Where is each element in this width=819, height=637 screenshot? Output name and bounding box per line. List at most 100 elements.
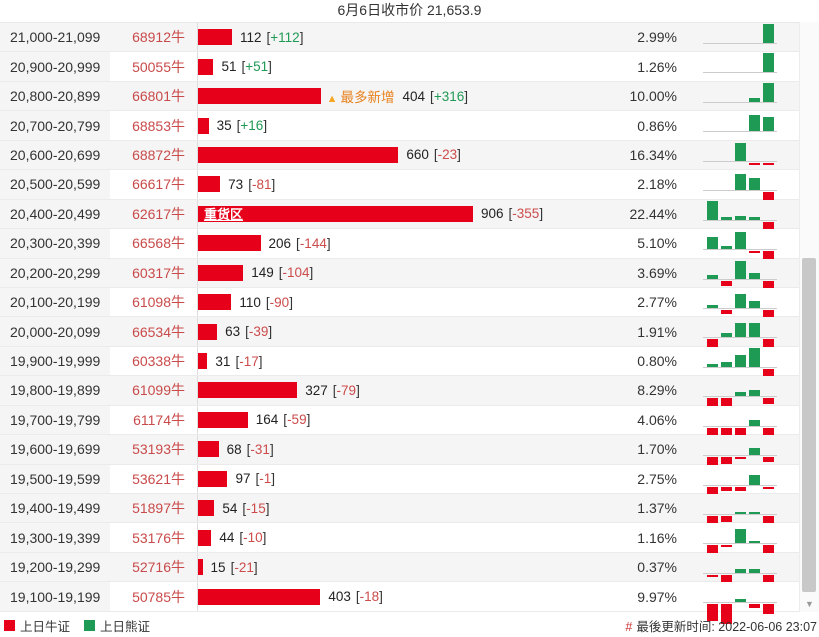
legend-bull-label: 上日牛证: [20, 620, 71, 634]
spark-bull-bar: [763, 53, 774, 73]
percent: 8.29%: [637, 382, 677, 399]
spark-bear-bar: [721, 427, 732, 438]
price-range: 19,500-19,599: [0, 464, 110, 493]
spark-bull-bar: [763, 24, 774, 43]
legend-bear-label: 上日熊证: [100, 620, 151, 634]
sparkline: [677, 406, 800, 442]
bar-value: 403: [328, 589, 351, 605]
bull-count: 60317牛: [132, 264, 185, 281]
spark-bull-bar: [707, 363, 718, 367]
sparkline-baseline: [703, 390, 777, 419]
hash-marker: #: [625, 620, 633, 634]
table-row: 20,500-20,599 66617牛 73 [-81] 2.18%: [0, 170, 800, 207]
spark-bear-bar: [721, 486, 732, 491]
bar-change: -59: [287, 412, 307, 428]
sparkline: [677, 523, 800, 566]
bar-change: +112: [270, 29, 300, 45]
spark-bull-bar: [749, 97, 760, 102]
spark-bear-bar: [763, 192, 774, 207]
spark-bull-bar: [735, 599, 746, 603]
bar-cell: 重货区 906 [-355]: [197, 199, 597, 229]
table-row: 19,600-19,699 53193牛 68 [-31] 1.70%: [0, 435, 800, 478]
percent: 1.91%: [637, 323, 677, 340]
percent: 0.37%: [637, 559, 677, 576]
bar-change: -104: [282, 265, 310, 281]
sparkline: [677, 200, 800, 232]
spark-bull-bar: [749, 323, 760, 338]
bar-cell: 35 [+16]: [197, 111, 597, 140]
distribution-bar: [198, 235, 261, 252]
bull-count: 68912牛: [132, 29, 185, 46]
sparkline-baseline: [703, 599, 777, 625]
spark-bull-bar: [707, 274, 718, 279]
sparkline: [677, 141, 800, 169]
spark-bull-bar: [735, 323, 746, 338]
scrollbar-thumb[interactable]: [802, 258, 816, 592]
bar-cell: 73 [-81]: [197, 170, 597, 199]
distribution-bar: [198, 117, 209, 134]
table-row: 20,200-20,299 60317牛 149 [-104] 3.69%: [0, 258, 800, 297]
sparkline-baseline: [703, 529, 777, 566]
spark-bear-bar: [763, 516, 774, 525]
spark-bear-bar: [735, 486, 746, 491]
table-row: 19,700-19,799 61174牛 164 [-59] 4.06%: [0, 405, 800, 442]
bull-count: 50785牛: [132, 588, 185, 605]
bar-change: +316: [433, 88, 465, 104]
sparkline-baseline: [703, 512, 777, 536]
price-range: 20,100-20,199: [0, 287, 110, 317]
bar-value: 327: [305, 382, 328, 398]
distribution-bar: [198, 353, 208, 370]
spark-bull-bar: [749, 541, 760, 544]
sparkline-baseline: [703, 232, 777, 272]
scrollbar-down-arrow-icon[interactable]: ▼: [805, 599, 814, 609]
sparkline-baseline: [703, 53, 777, 74]
spark-bear-bar: [707, 574, 718, 577]
max-increase-label: 最多新增: [340, 90, 395, 106]
distribution-bar: [198, 470, 228, 487]
spark-bull-bar: [749, 512, 760, 514]
bar-value: 660: [406, 147, 429, 163]
distribution-bar: [198, 264, 244, 281]
bull-count: 51897牛: [132, 500, 185, 517]
sparkline-baseline: [703, 142, 777, 165]
distribution-bar: [198, 411, 248, 428]
sparkline: [677, 494, 800, 536]
legend-item-bull: 上日牛证: [4, 616, 70, 635]
spark-bear-bar: [721, 574, 732, 588]
bar-value: 110: [239, 294, 261, 310]
price-range: 20,300-20,399: [0, 229, 110, 258]
spark-bull-bar: [735, 232, 746, 250]
bar-cell: 149 [-104]: [197, 258, 597, 287]
spark-bear-bar: [749, 162, 760, 165]
spark-bear-bar: [721, 604, 732, 625]
sparkline: [677, 553, 800, 588]
price-range: 20,000-20,099: [0, 317, 110, 346]
sparkline-baseline: [703, 448, 777, 478]
bull-count: 53176牛: [132, 529, 185, 546]
distribution-bar: [198, 88, 321, 105]
percent: 5.10%: [637, 235, 677, 252]
bar-cell: 44 [-10]: [197, 523, 597, 552]
spark-bear-bar: [763, 398, 774, 405]
sparkline-baseline: [703, 24, 777, 44]
price-range: 19,800-19,899: [0, 376, 110, 405]
distribution-bar: [198, 146, 399, 163]
sparkline-baseline: [703, 82, 777, 103]
distribution-bar: [198, 323, 218, 340]
table-row: 20,300-20,399 66568牛 206 [-144] 5.10%: [0, 229, 800, 272]
bar-cell: 97 [-1]: [197, 464, 597, 493]
bull-count: 66801牛: [132, 88, 185, 105]
scrollbar-track[interactable]: ▼: [799, 22, 819, 612]
percent: 0.86%: [637, 117, 677, 134]
spark-bull-bar: [763, 117, 774, 132]
sparkline-baseline: [703, 474, 777, 507]
table-row: 20,400-20,499 62617牛 重货区 906 [-355] 22.4…: [0, 199, 800, 232]
bar-change: -1: [259, 471, 272, 487]
price-range: 20,900-20,999: [0, 52, 110, 81]
bar-value: 54: [222, 500, 238, 516]
sparkline-baseline: [703, 293, 777, 325]
spark-bull-bar: [707, 200, 718, 220]
bull-count: 66534牛: [132, 323, 185, 340]
spark-bull-bar: [749, 272, 760, 279]
percent: 1.37%: [637, 500, 677, 517]
